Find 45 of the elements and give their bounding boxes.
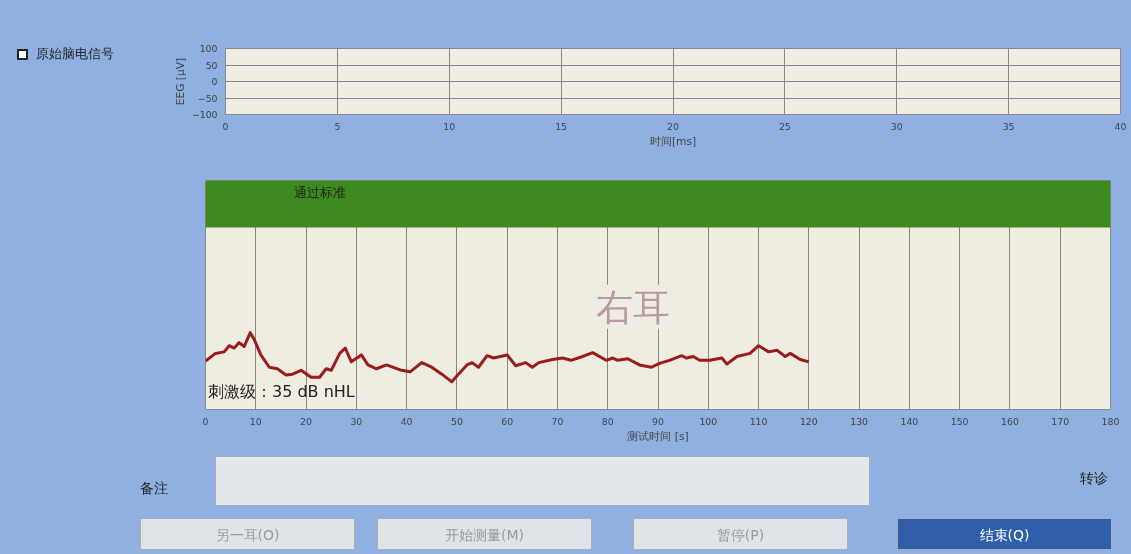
annotation: 刺激级：35 dB nHL (208, 382, 355, 402)
x-tick-label: 50 (450, 415, 463, 427)
x-tick-label: 20 (667, 120, 679, 132)
x-tick-label: 160 (1001, 415, 1019, 427)
button: 暂停(P) (633, 518, 848, 550)
y-tick-label: 100 (199, 43, 218, 54)
button: 结束(Q) (897, 518, 1112, 550)
y-tick-label: 50 (205, 59, 218, 71)
text: 原始脑电信号 (35, 45, 114, 63)
x-tick-label: 90 (652, 415, 664, 427)
x-tick-label: 5 (334, 120, 341, 132)
y-tick-label: −50 (197, 92, 218, 104)
x-tick-label: 180 (1101, 415, 1120, 427)
x-tick-label: 40 (400, 415, 413, 427)
x-tick-label: 70 (551, 415, 564, 427)
x-tick-label: 25 (778, 120, 791, 132)
button: 开始测量(M) (377, 518, 592, 550)
x-tick-label: 20 (300, 415, 313, 427)
x-tick-label: 110 (749, 415, 768, 427)
x-tick-label: 170 (1051, 415, 1070, 427)
x-tick-label: 10 (249, 415, 262, 427)
x-tick-label: 10 (443, 120, 456, 132)
band-label: 通过标准 (293, 184, 346, 200)
x-tick-label: 150 (950, 415, 969, 427)
x-tick-label: 120 (799, 415, 818, 427)
text: 右耳 (595, 284, 670, 329)
x-axis-title: 测试时间 [s] (627, 429, 689, 443)
x-tick-label: 100 (699, 415, 718, 427)
button: 另一耳(O) (140, 518, 355, 550)
x-tick-label: 60 (501, 415, 514, 427)
x-axis-title: 时间[ms] (649, 134, 697, 148)
x-tick-label: 40 (1114, 120, 1127, 132)
y-tick-label: −100 (191, 109, 218, 120)
text: 转诊 (1080, 469, 1108, 488)
x-tick-label: 130 (850, 415, 869, 427)
x-tick-label: 35 (1002, 120, 1015, 132)
x-tick-label: 0 (222, 120, 229, 132)
x-tick-label: 30 (350, 415, 363, 427)
x-tick-label: 30 (890, 120, 903, 132)
x-tick-label: 140 (900, 415, 919, 427)
text: 备注 (140, 479, 168, 498)
y-tick-label: 0 (211, 76, 218, 87)
y-axis-title: EEG [µV] (173, 57, 187, 106)
x-tick-label: 15 (555, 120, 568, 132)
x-tick-label: 80 (601, 415, 614, 427)
